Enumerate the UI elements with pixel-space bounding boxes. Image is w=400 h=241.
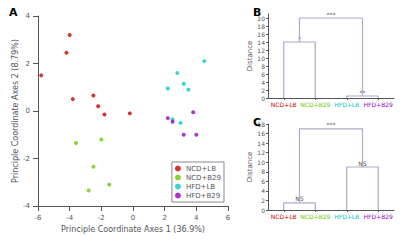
- svg-text:-2: -2: [23, 155, 30, 163]
- svg-text:NS: NS: [358, 159, 367, 167]
- svg-text:16: 16: [257, 130, 265, 137]
- svg-text:NCD+LB: NCD+LB: [271, 213, 297, 220]
- svg-text:12: 12: [257, 47, 265, 54]
- svg-text:HFD+LB: HFD+LB: [334, 101, 359, 108]
- svg-text:Distance: Distance: [246, 41, 254, 72]
- svg-text:NS: NS: [295, 195, 304, 203]
- svg-text:-4: -4: [23, 202, 31, 210]
- svg-text:14: 14: [257, 140, 265, 147]
- svg-text:2: 2: [162, 214, 166, 222]
- svg-text:***: ***: [327, 121, 336, 128]
- svg-text:8: 8: [261, 63, 265, 70]
- svg-text:4: 4: [26, 12, 31, 20]
- svg-text:2: 2: [261, 197, 265, 204]
- svg-text:6: 6: [261, 178, 265, 185]
- svg-text:***: ***: [327, 11, 336, 18]
- svg-text:HFD+B29: HFD+B29: [364, 213, 394, 220]
- svg-text:4: 4: [261, 187, 265, 194]
- svg-text:18: 18: [257, 120, 265, 128]
- svg-text:6: 6: [226, 214, 231, 222]
- svg-text:-4: -4: [66, 214, 74, 222]
- svg-text:HFD+B29: HFD+B29: [364, 101, 394, 108]
- svg-text:HFD+B29: HFD+B29: [186, 192, 220, 200]
- svg-text:18: 18: [257, 23, 265, 30]
- svg-text:B: B: [253, 6, 261, 19]
- svg-text:14: 14: [257, 39, 265, 46]
- svg-text:6: 6: [261, 71, 265, 78]
- svg-text:NCD+B29: NCD+B29: [300, 101, 330, 108]
- svg-text:Principle Coordinate Axes 1 (3: Principle Coordinate Axes 1 (36.9%): [61, 225, 205, 234]
- svg-text:10: 10: [257, 159, 265, 166]
- svg-text:-6: -6: [35, 214, 43, 222]
- svg-text:NCD+LB: NCD+LB: [186, 165, 216, 173]
- svg-text:HFD+LB: HFD+LB: [334, 213, 359, 220]
- svg-text:0: 0: [131, 214, 135, 222]
- svg-text:HFD+LB: HFD+LB: [186, 183, 215, 191]
- svg-text:8: 8: [261, 168, 265, 175]
- svg-text:4: 4: [194, 214, 199, 222]
- svg-text:4: 4: [261, 79, 265, 86]
- svg-text:C: C: [253, 116, 261, 129]
- svg-text:NCD+LB: NCD+LB: [271, 101, 297, 108]
- svg-text:2: 2: [26, 60, 30, 68]
- svg-text:0: 0: [261, 207, 265, 214]
- svg-text:-2: -2: [98, 214, 105, 222]
- svg-text:0: 0: [261, 95, 265, 102]
- svg-text:NCD+B29: NCD+B29: [186, 174, 221, 182]
- svg-text:Principle Coordinate Axes 2 (8: Principle Coordinate Axes 2 (8.79%): [11, 39, 20, 183]
- svg-text:NCD+B29: NCD+B29: [300, 213, 330, 220]
- svg-text:16: 16: [257, 31, 265, 38]
- svg-text:Distance: Distance: [246, 152, 254, 183]
- svg-text:2: 2: [261, 87, 265, 94]
- svg-text:10: 10: [257, 55, 265, 62]
- svg-text:0: 0: [26, 107, 30, 115]
- svg-text:12: 12: [257, 149, 265, 156]
- svg-text:A: A: [9, 6, 18, 19]
